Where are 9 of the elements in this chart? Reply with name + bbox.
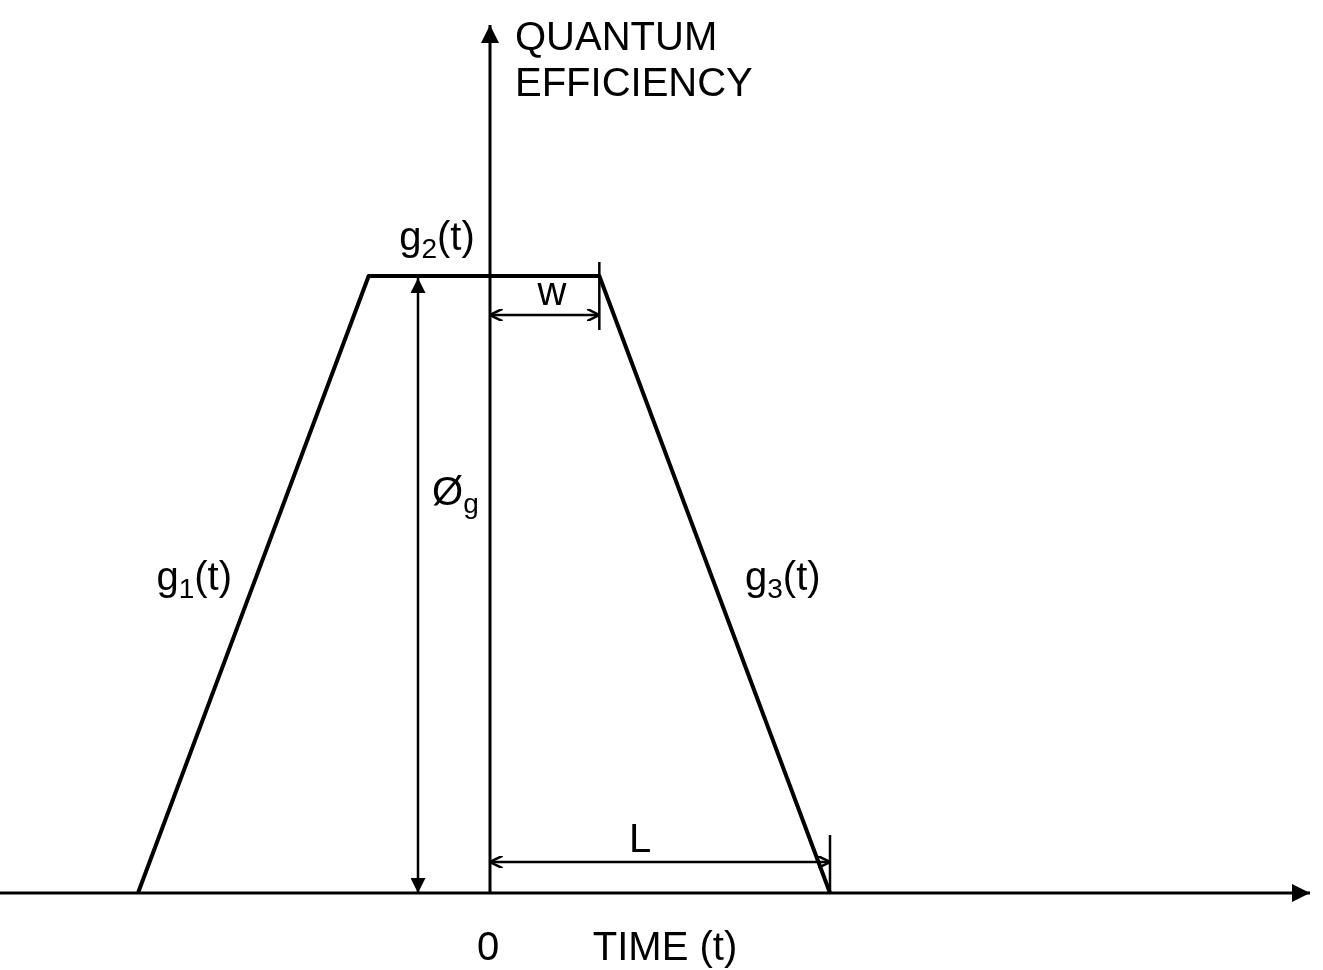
text: g$_{2}$(t) bbox=[399, 214, 475, 265]
text: 0 bbox=[476, 924, 500, 968]
annotation: w bbox=[536, 269, 567, 313]
annotation: Ø$_{g}$ bbox=[432, 469, 479, 520]
y-axis-title: QUANTUM EFFICIENCY bbox=[515, 14, 753, 104]
annotation: L bbox=[628, 816, 652, 860]
annotation: g$_{3}$(t) bbox=[745, 554, 821, 605]
annotation: g$_{1}$(t) bbox=[156, 554, 232, 605]
x-axis-title: TIME (t) bbox=[592, 924, 738, 968]
